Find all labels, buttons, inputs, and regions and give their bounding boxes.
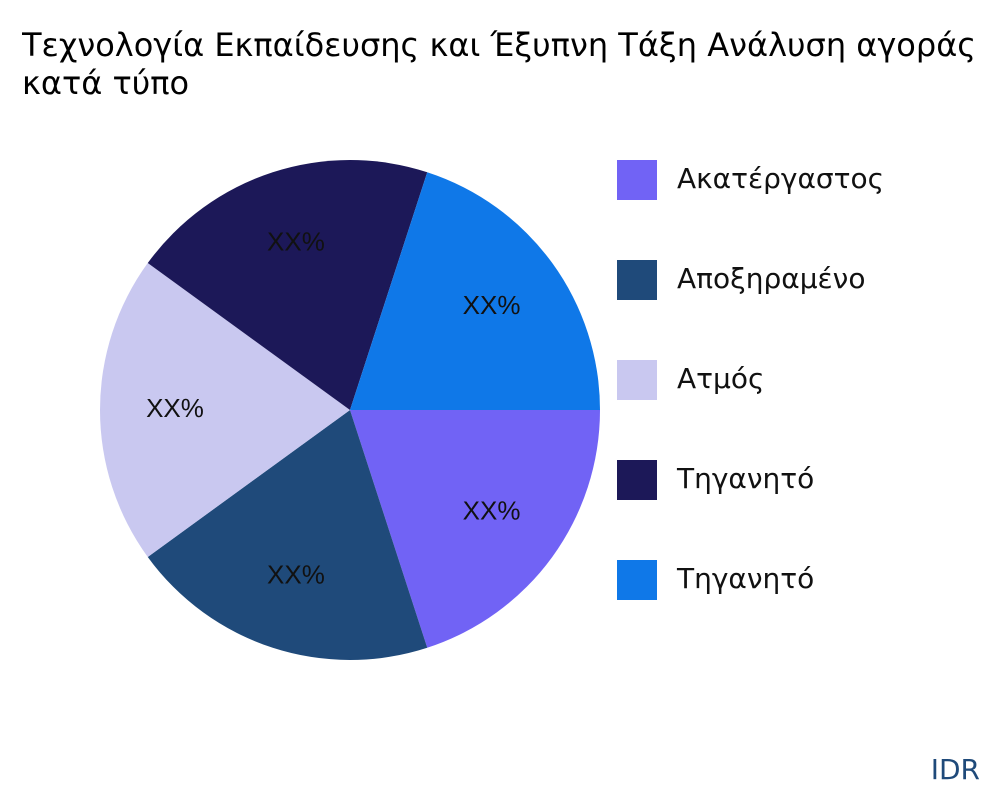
chart-title: Τεχνολογία Εκπαίδευσης και Έξυπνη Τάξη Α… (22, 26, 977, 102)
legend-swatch (617, 260, 657, 300)
slice-label: XX% (146, 393, 204, 423)
pie-slice (100, 263, 350, 557)
legend-swatch (617, 160, 657, 200)
legend-label: Ακατέργαστος (677, 162, 884, 195)
slice-label: XX% (463, 496, 521, 526)
pie-slice (147, 160, 428, 410)
pie-slice (147, 410, 428, 660)
legend-label: Τηγανητό (676, 562, 814, 595)
slice-label: XX% (267, 226, 325, 256)
legend-swatch (617, 360, 657, 400)
slice-label: XX% (267, 559, 325, 589)
pie-slice (350, 172, 600, 410)
legend-label: Αποξηραμένο (677, 262, 865, 295)
legend-label: Ατμός (677, 362, 764, 395)
legend-swatch (617, 460, 657, 500)
legend-label: Τηγανητό (676, 462, 814, 495)
legend-swatch (617, 560, 657, 600)
watermark: IDR (930, 753, 980, 786)
slice-label: XX% (463, 290, 521, 320)
pie-slice (350, 410, 600, 648)
